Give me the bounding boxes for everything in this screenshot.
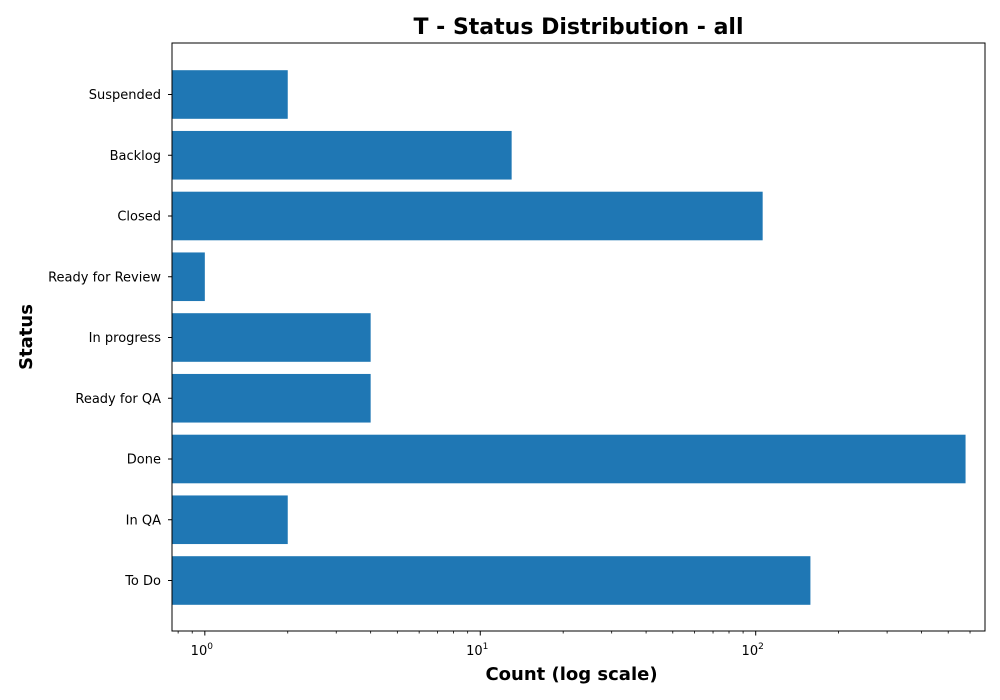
y-tick-label: Done — [127, 453, 161, 468]
bar-to-do — [172, 556, 811, 605]
chart-title: T - Status Distribution - all — [413, 15, 743, 40]
x-tick-exponent: 0 — [207, 642, 213, 652]
y-tick-label: To Do — [124, 574, 161, 589]
y-axis-label: Status — [16, 304, 37, 370]
bar-backlog — [172, 130, 512, 180]
bar-closed — [172, 191, 763, 241]
y-tick-label: Suspended — [89, 88, 161, 103]
bar-ready-for-review — [172, 252, 205, 302]
x-tick-exponent: 1 — [483, 642, 489, 652]
x-tick-label: 101 — [466, 642, 488, 659]
x-axis-label: Count (log scale) — [485, 664, 657, 685]
bar-ready-for-qa — [172, 373, 371, 423]
y-tick-label: In progress — [89, 331, 162, 346]
y-tick-label: Backlog — [110, 149, 161, 164]
bar-done — [172, 434, 966, 484]
x-tick-label: 100 — [191, 642, 214, 659]
y-tick-label: In QA — [126, 513, 161, 528]
bar-suspended — [172, 70, 288, 119]
bars-layer — [172, 70, 966, 605]
bar-in-progress — [172, 313, 371, 362]
y-tick-label: Closed — [117, 210, 161, 225]
bar-in-qa — [172, 495, 288, 545]
x-tick-label: 102 — [742, 642, 764, 659]
x-tick-exponent: 2 — [758, 642, 764, 652]
y-axis: To Do In QA Done Ready for QA In progress Rea… — [48, 88, 172, 589]
y-tick-label: Ready for Review — [48, 270, 161, 285]
x-axis: 100 101 102 — [177, 631, 971, 659]
y-tick-label: Ready for QA — [75, 392, 161, 407]
